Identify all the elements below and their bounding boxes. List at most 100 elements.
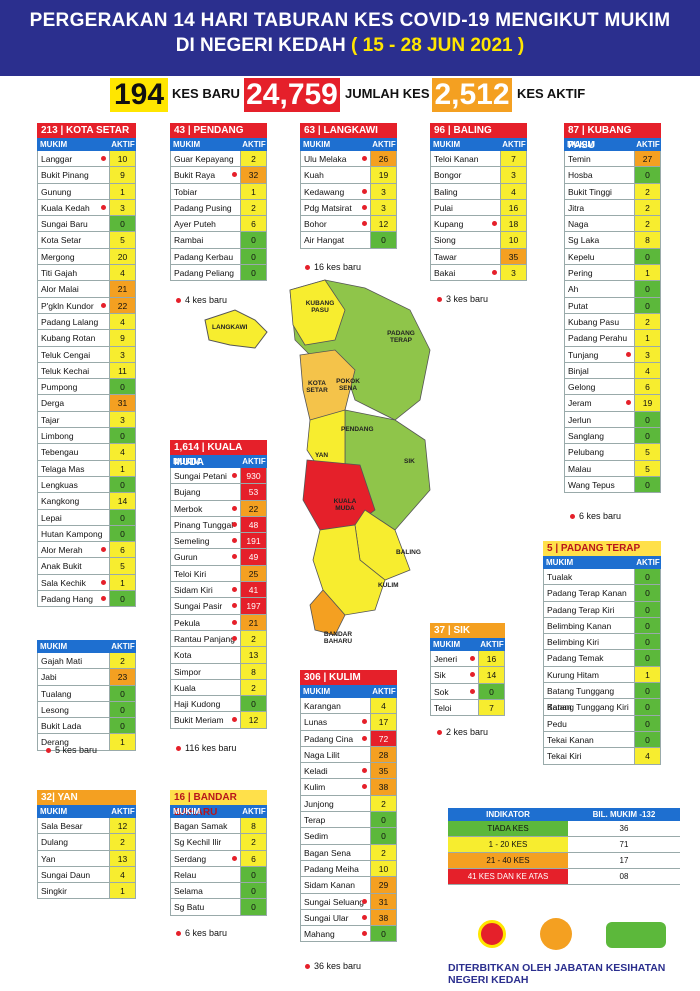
active-count: 2 xyxy=(240,630,266,647)
mukim-name: Lesong xyxy=(41,704,69,715)
table-row: Sungai Ular 38 xyxy=(300,909,397,927)
footer-publisher: DITERBITKAN OLEH JABATAN KESIHATAN NEGER… xyxy=(448,962,666,986)
mukim-name: Siong xyxy=(434,235,456,246)
active-count: 0 xyxy=(634,617,660,634)
table-row: Sidam Kanan 29 xyxy=(300,877,397,894)
mukim-name: Relau xyxy=(174,869,197,880)
new-cases-note: 2 kes baru xyxy=(437,727,488,737)
active-count: 0 xyxy=(109,718,135,734)
table-row: Mergong 20 xyxy=(37,248,136,266)
table-row: Gelong 6 xyxy=(564,379,661,396)
legend-count: 71 xyxy=(619,840,629,849)
active-count: 22 xyxy=(109,297,135,313)
active-count: 1 xyxy=(634,666,660,683)
table-row: Sala Besar 12 xyxy=(37,818,136,835)
active-count: 0 xyxy=(370,828,396,844)
table-padang-terap: 5 | PADANG TERAP MUKIM AKTIF Tualak 0 Padang … xyxy=(543,541,661,765)
table-row: Air Hangat 0 xyxy=(300,232,397,249)
column-aktif: AKTIF xyxy=(111,140,135,149)
active-count: 18 xyxy=(500,216,526,232)
active-count: 8 xyxy=(240,818,266,834)
table-row: Jeram 19 xyxy=(564,395,661,412)
new-case-dot-icon xyxy=(232,717,237,723)
active-count: 4 xyxy=(500,183,526,199)
mukim-name: Hutan Kampong xyxy=(41,528,103,539)
table-row: Pedu 0 xyxy=(543,715,661,732)
table-title: 87 | KUBANG PASU xyxy=(564,123,661,151)
mukim-name: Alor Merah xyxy=(38,542,109,557)
table-row: Padang Terap Kanan 0 xyxy=(543,585,661,602)
active-count: 3 xyxy=(370,199,396,216)
table-row: Ulu Melaka 26 xyxy=(300,151,397,168)
table-row: Siong 10 xyxy=(430,232,527,249)
new-cases-note: 116 kes baru xyxy=(176,743,236,753)
table-row: Tobiar 1 xyxy=(170,183,267,200)
mukim-name: Batang Tunggang Kanan xyxy=(547,686,615,713)
active-count: 2 xyxy=(634,183,660,199)
table-title: 32| YAN xyxy=(37,790,136,805)
mukim-name: Rambai xyxy=(174,235,204,246)
active-count: 1 xyxy=(109,183,135,199)
column-aktif: AKTIF xyxy=(636,140,660,149)
table-row: Bohor 12 xyxy=(300,216,397,233)
mukim-name: Sungai Seluang xyxy=(301,894,370,909)
mukim-name: Junjong xyxy=(304,798,334,809)
mukim-name: Bukit Tinggi xyxy=(568,186,612,197)
mukim-name: Ulu Melaka xyxy=(301,151,370,166)
new-case-dot-icon xyxy=(232,554,237,560)
map-label-kota-setar: KOTA SETAR xyxy=(306,380,328,394)
active-count: 0 xyxy=(634,167,660,183)
legend-row: 1 - 20 KES 71 xyxy=(448,837,680,853)
table-row: Padang Lalang 4 xyxy=(37,313,136,331)
active-count: 9 xyxy=(109,330,135,346)
table-baling: 96 | BALING MUKIM AKTIF Teloi Kanan 7 Bongor 3… xyxy=(430,123,527,282)
new-cases-note: 6 kes baru xyxy=(176,928,227,938)
new-case-dot-icon xyxy=(232,603,237,609)
table-row: Merbok 22 xyxy=(170,500,267,517)
column-mukim: MUKIM xyxy=(303,687,331,696)
mukim-name: Lepai xyxy=(41,512,62,523)
table-row: Pering 1 xyxy=(564,265,661,282)
mukim-name: Mergong xyxy=(41,251,75,262)
mukim-name: Teluk Kechai xyxy=(41,365,90,376)
active-count: 12 xyxy=(240,712,266,728)
active-count: 0 xyxy=(109,509,135,525)
active-count: 28 xyxy=(370,746,396,763)
mukim-name: Batang Tunggang Kiri xyxy=(547,702,629,713)
mukim-name: Belimbing Kanan xyxy=(547,620,612,631)
new-case-dot-icon xyxy=(232,538,237,544)
table-row: Padang Peliang 0 xyxy=(170,265,267,282)
new-case-dot-icon xyxy=(362,156,367,161)
column-mukim: MUKIM xyxy=(433,640,461,649)
mukim-name: Pumpong xyxy=(41,382,78,393)
column-header: MUKIM AKTIF xyxy=(543,556,661,569)
table-row: Mahang 0 xyxy=(300,926,397,943)
column-mukim: MUKIM xyxy=(433,140,461,149)
legend-indicator: 41 KES DAN KE ATAS xyxy=(448,869,568,884)
total-cases-value: 24,759 xyxy=(244,78,340,112)
table-row: Terap 0 xyxy=(300,812,397,829)
active-count: 3 xyxy=(634,346,660,362)
active-count: 1 xyxy=(109,883,135,899)
table-row: Padang Cina 72 xyxy=(300,730,397,747)
map-label-bandar-baharu: BANDAR BAHARU xyxy=(323,631,353,645)
ministry-logo xyxy=(478,920,506,948)
mukim-name: Putat xyxy=(568,300,588,311)
table-row: Belimbing Kiri 0 xyxy=(543,634,661,651)
mukim-name: Kurung Hitam xyxy=(547,669,599,680)
table-row: Batang Tunggang Kiri 0 xyxy=(543,699,661,716)
active-count: 0 xyxy=(370,232,396,248)
map-label-pokok-sena: POKOK SENA xyxy=(336,378,360,392)
new-case-dot-icon xyxy=(232,619,237,625)
mukim-name: Sg Kechil Ilir xyxy=(174,837,222,848)
active-count: 14 xyxy=(109,493,135,509)
map-label-kuala-muda: KUALA MUDA xyxy=(333,498,357,512)
active-count: 3 xyxy=(500,167,526,183)
column-mukim: MUKIM xyxy=(173,807,201,816)
mukim-name: Sungai Pasir xyxy=(171,598,240,613)
legend-row: 41 KES DAN KE ATAS 08 xyxy=(448,869,680,885)
new-case-dot-icon xyxy=(362,188,367,194)
column-header: MUKIM AKTIF xyxy=(170,138,267,151)
new-case-dot-icon xyxy=(101,579,106,585)
table-row: Pumpong 0 xyxy=(37,379,136,396)
